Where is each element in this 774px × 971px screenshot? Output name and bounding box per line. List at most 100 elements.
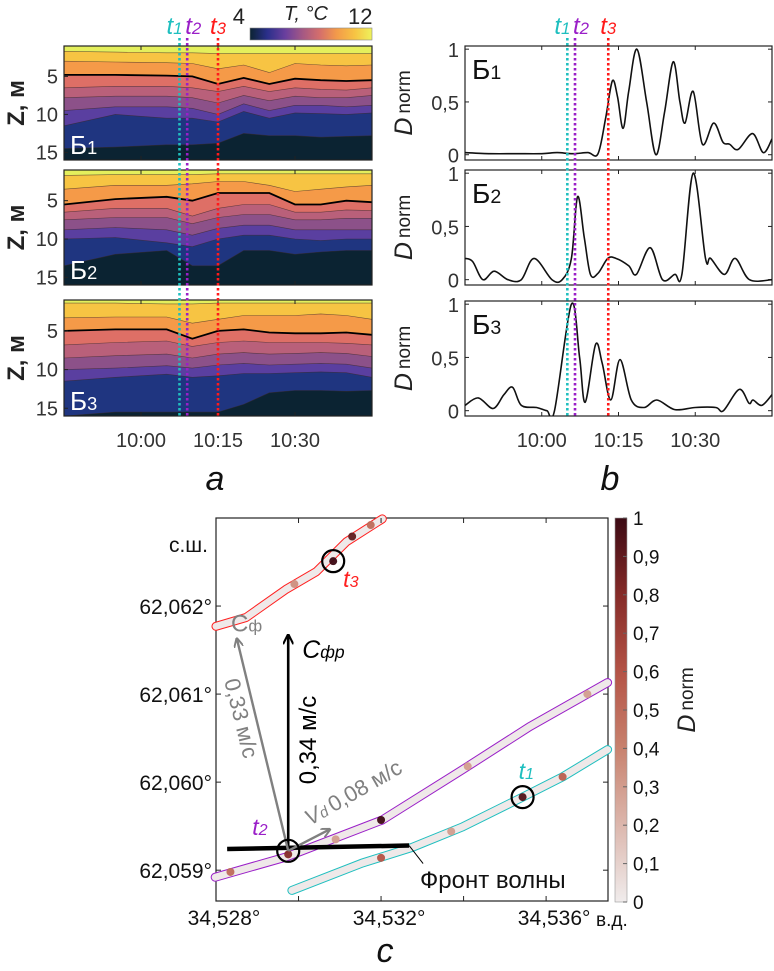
- series-label: Б1: [472, 54, 501, 85]
- vector-label: Cфр: [302, 636, 345, 664]
- track-time-marker-circle: [510, 785, 535, 810]
- y-tick-label: 1: [448, 295, 459, 317]
- colorbar-tick-label: 0,2: [633, 816, 659, 837]
- subscript: ф: [248, 617, 262, 636]
- y-axis-label: Dnorm: [390, 70, 418, 135]
- dnorm-hotspot: [290, 580, 299, 589]
- label-main: t: [166, 13, 174, 40]
- subscript: 1: [525, 765, 534, 783]
- label-main: t: [343, 566, 351, 592]
- velocity-vector-arrow: [287, 830, 329, 852]
- y-tick-label: 0: [448, 271, 459, 293]
- dnorm-hotspot: [377, 815, 386, 824]
- label-main: Б: [472, 178, 490, 209]
- track-time-label: t3: [343, 566, 358, 592]
- axes-frame: [464, 169, 773, 286]
- subscript: 1: [87, 138, 97, 158]
- isotherm-line: [64, 328, 372, 340]
- vector-label: Cф: [231, 611, 262, 638]
- colorbar-tick-label: 0,6: [633, 663, 659, 684]
- isotherm-line: [64, 340, 372, 347]
- dnorm-hotspot: [226, 867, 235, 876]
- isotherm-line: [64, 133, 372, 149]
- y-tick-label: 5: [47, 66, 58, 88]
- subscript: norm: [394, 70, 415, 113]
- y-tick-label: 0: [448, 402, 459, 424]
- dnorm-hotspot: [284, 850, 293, 859]
- wave-front-line: [227, 843, 410, 852]
- colorbar-title: T, °C: [284, 3, 328, 25]
- label-main: t: [210, 13, 218, 40]
- colorbar-tick-label: 1: [633, 509, 644, 530]
- x-tick-label: 34,528°: [188, 907, 261, 930]
- subscript: 3: [87, 394, 97, 414]
- subscript: 2: [191, 19, 202, 38]
- colorbar-tick-label: 0,5: [633, 701, 659, 722]
- x-tick-label: 10:15: [593, 430, 643, 452]
- subscript: 2: [258, 821, 268, 839]
- colorbar-tick-label: 0: [633, 893, 644, 914]
- axes-frame: [215, 517, 609, 902]
- panel-label-a: a: [206, 460, 225, 498]
- colorbar-tick-label: 0,4: [633, 739, 660, 760]
- isotherm-line: [64, 371, 372, 382]
- label-main: Б: [70, 255, 87, 285]
- panel-label-b: b: [601, 460, 620, 498]
- track-time-label: t1: [519, 758, 534, 784]
- isotherm-line: [64, 95, 372, 104]
- y-tick-label: 5: [47, 321, 58, 343]
- y-tick-label: 5: [47, 191, 58, 213]
- y-tick-label: 0,5: [431, 348, 459, 370]
- time-marker-label: t3: [210, 13, 227, 40]
- dnorm-panel-3: 0 0,5 1 Dnorm: [390, 295, 773, 424]
- dnorm-hotspot: [377, 853, 386, 862]
- colorbar-tick-label: 0,9: [633, 547, 659, 568]
- dnorm-panel-2: 0 0,5 1 Dnorm: [390, 164, 773, 293]
- temperature-band: [64, 133, 372, 160]
- dnorm-hotspot: [583, 690, 592, 699]
- subscript: 2: [490, 186, 501, 208]
- y-axis-label: Dnorm: [390, 326, 418, 391]
- label-main: t: [554, 13, 562, 40]
- isotherm-line: [64, 352, 372, 359]
- colorbar-label: Dnorm: [673, 667, 701, 732]
- x-tick-label: 34,532°: [353, 907, 426, 930]
- label-main: D: [390, 118, 418, 136]
- x-unit-label: в.д.: [596, 910, 628, 931]
- isotherm-line: [64, 302, 372, 305]
- dnorm-series-line: [465, 302, 772, 416]
- series-label: Б2: [472, 178, 501, 209]
- isotherm-line: [64, 111, 372, 127]
- temperature-colorbar: [249, 27, 373, 41]
- x-tick-label: 10:30: [670, 430, 720, 452]
- track-time-marker-circle: [321, 549, 346, 574]
- subscript: norm: [677, 667, 698, 710]
- wave-front-label: Фронт волны: [420, 867, 566, 894]
- dnorm-hotspot: [329, 557, 338, 566]
- y-tick-label: 62,061°: [139, 684, 212, 707]
- y-tick-label: 0: [448, 146, 459, 168]
- y-tick-label: 0,5: [431, 217, 459, 239]
- isotherm-line: [64, 85, 372, 92]
- y-axis-label: Dnorm: [390, 195, 418, 260]
- label-main: t: [600, 13, 608, 40]
- time-marker-label: t2: [573, 13, 590, 40]
- borehole-label: Б3: [70, 386, 97, 416]
- colorbar-tick-label: 0,8: [633, 586, 659, 607]
- subscript: 3: [607, 19, 617, 38]
- isotherm-line: [64, 181, 372, 192]
- colorbar-min-label: 4: [233, 4, 245, 29]
- label-main: t: [519, 758, 527, 784]
- dnorm-series-line: [465, 172, 772, 284]
- label-main: t: [573, 13, 581, 40]
- subscript: 1: [173, 19, 182, 38]
- y-tick-label: 62,059°: [139, 860, 212, 883]
- label-main: C: [231, 611, 248, 638]
- dnorm-hotspot: [518, 793, 527, 802]
- isotherm-line: [64, 234, 372, 248]
- subscript: 2: [87, 263, 97, 283]
- label-main: D: [673, 715, 701, 733]
- time-marker-label: t3: [600, 13, 617, 40]
- isotherm-line: [64, 204, 372, 217]
- y-tick-label: 1: [448, 164, 459, 186]
